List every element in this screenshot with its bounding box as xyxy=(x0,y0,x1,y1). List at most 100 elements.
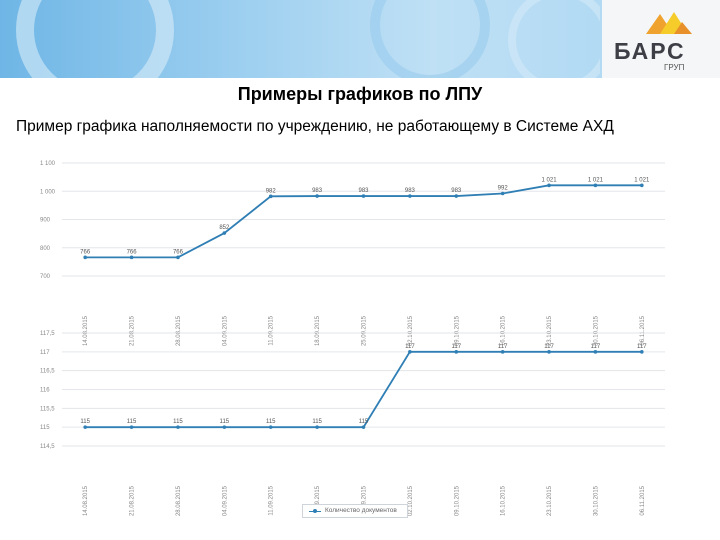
x-tick-label: 09.10.2015 xyxy=(454,315,460,346)
data-label: 1 021 xyxy=(542,177,558,183)
data-label: 115 xyxy=(266,419,276,425)
data-label: 117 xyxy=(405,344,415,350)
data-label: 1 021 xyxy=(588,177,604,183)
data-point xyxy=(408,350,412,354)
data-point xyxy=(268,194,273,199)
data-point xyxy=(593,350,598,354)
data-point xyxy=(408,194,412,198)
y-tick-label: 1 100 xyxy=(40,161,56,167)
y-tick-label: 115,5 xyxy=(40,406,55,412)
data-label: 117 xyxy=(591,344,601,350)
y-tick-label: 700 xyxy=(40,274,51,280)
x-tick-label: 04.09.2015 xyxy=(222,315,228,346)
x-tick-label: 11.09.2015 xyxy=(269,485,275,515)
data-point xyxy=(640,183,644,188)
data-point xyxy=(640,350,644,354)
data-label: 982 xyxy=(266,188,277,194)
data-point xyxy=(222,425,227,429)
data-point xyxy=(83,255,87,260)
x-tick-label: 18.09.2015 xyxy=(315,485,321,516)
data-label: 115 xyxy=(173,419,183,425)
data-label: 117 xyxy=(451,344,461,350)
data-point xyxy=(361,194,366,198)
data-label: 115 xyxy=(312,419,322,425)
page-title: Примеры графиков по ЛПУ xyxy=(237,84,483,104)
x-tick-label: 28.08.2015 xyxy=(176,315,182,346)
data-point xyxy=(268,425,273,429)
data-label: 983 xyxy=(405,188,416,194)
logo-text: БАРС xyxy=(614,38,686,64)
y-tick-label: 900 xyxy=(40,218,51,224)
x-tick-label: 04.09.2015 xyxy=(222,485,228,516)
data-label: 983 xyxy=(312,188,323,194)
x-tick-label: 21.08.2015 xyxy=(130,485,136,516)
data-point xyxy=(454,350,459,354)
data-point xyxy=(500,350,505,354)
x-tick-label: 06.11.2015 xyxy=(640,315,646,345)
chart-legend[interactable]: Количество документов xyxy=(302,504,408,518)
data-label: 983 xyxy=(451,188,462,194)
data-point xyxy=(500,191,505,196)
x-tick-label: 06.11.2015 xyxy=(640,485,646,515)
data-label: 766 xyxy=(80,249,91,255)
x-tick-label: 21.08.2015 xyxy=(130,315,136,346)
data-point xyxy=(176,425,180,429)
data-point xyxy=(547,183,551,188)
y-tick-label: 116 xyxy=(40,388,50,394)
data-point xyxy=(361,425,366,429)
banner-decoration xyxy=(16,0,600,78)
header-banner: БАРС ГРУП xyxy=(0,0,720,78)
data-label: 1 021 xyxy=(634,177,650,183)
x-tick-label: 02.10.2015 xyxy=(408,315,414,346)
x-tick-label: 14.08.2015 xyxy=(83,315,89,346)
data-label: 115 xyxy=(359,419,369,425)
y-tick-label: 114,5 xyxy=(40,444,55,450)
x-tick-label: 30.10.2015 xyxy=(593,485,599,516)
x-tick-label: 16.10.2015 xyxy=(501,315,507,346)
data-label: 117 xyxy=(544,344,554,350)
data-point xyxy=(129,425,134,429)
data-label: 766 xyxy=(127,249,138,255)
data-point xyxy=(176,255,180,260)
x-tick-label: 23.10.2015 xyxy=(547,485,553,516)
company-logo: БАРС ГРУП xyxy=(602,0,720,78)
data-point xyxy=(593,183,598,188)
data-point xyxy=(83,425,87,429)
data-label: 852 xyxy=(219,225,230,231)
y-tick-label: 115 xyxy=(40,425,50,431)
x-tick-label: 25.09.2015 xyxy=(362,315,368,346)
data-label: 115 xyxy=(220,419,230,425)
page-subtitle: Пример графика наполняемости по учрежден… xyxy=(16,118,614,135)
data-label: 117 xyxy=(637,344,647,350)
data-point xyxy=(454,194,459,198)
data-label: 117 xyxy=(498,344,508,350)
x-tick-label: 02.10.2015 xyxy=(408,485,414,516)
data-point xyxy=(222,231,227,235)
data-point xyxy=(315,194,319,198)
y-tick-label: 117,5 xyxy=(40,331,55,337)
data-label: 766 xyxy=(173,249,184,255)
x-tick-label: 11.09.2015 xyxy=(269,315,275,345)
data-label: 983 xyxy=(358,188,369,194)
y-tick-label: 1 000 xyxy=(40,189,56,195)
y-tick-label: 800 xyxy=(40,246,51,252)
x-tick-label: 18.09.2015 xyxy=(315,315,321,346)
data-point xyxy=(315,425,319,429)
x-tick-label: 23.10.2015 xyxy=(547,315,553,346)
y-tick-label: 116,5 xyxy=(40,369,55,375)
logo-subtext: ГРУП xyxy=(664,63,685,72)
x-tick-label: 25.09.2015 xyxy=(362,485,368,516)
x-tick-label: 28.08.2015 xyxy=(176,485,182,516)
data-label: 115 xyxy=(127,419,137,425)
data-label: 992 xyxy=(498,186,509,192)
x-tick-label: 14.08.2015 xyxy=(83,485,89,516)
data-point xyxy=(129,255,134,260)
logo-mark-icon xyxy=(646,12,692,34)
x-tick-label: 30.10.2015 xyxy=(593,315,599,346)
legend-marker-icon xyxy=(313,509,317,513)
y-tick-label: 117 xyxy=(40,350,50,356)
data-point xyxy=(547,350,551,354)
x-tick-label: 16.10.2015 xyxy=(501,485,507,516)
legend-label: Количество документов xyxy=(325,507,397,514)
